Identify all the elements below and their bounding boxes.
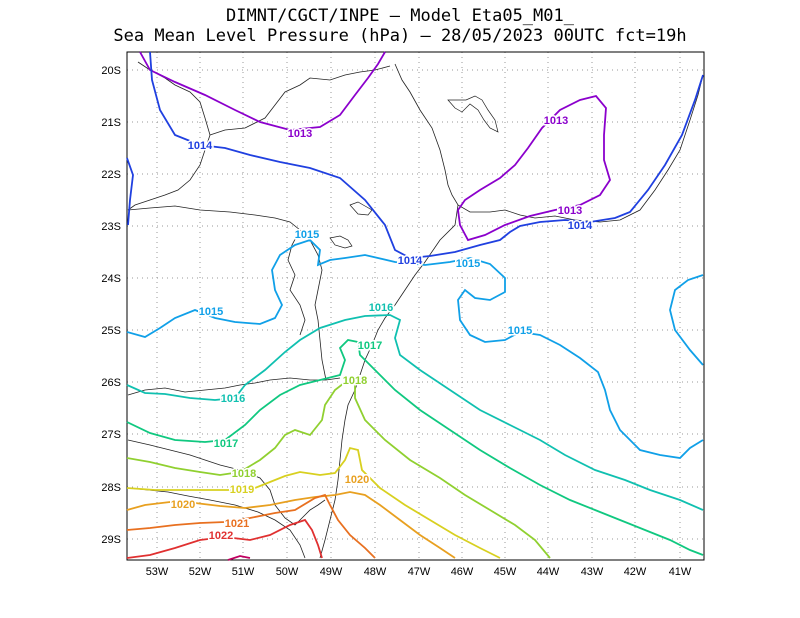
latitude-label: 20S <box>101 65 121 77</box>
longitude-label: 53W <box>146 566 169 578</box>
latitude-label: 28S <box>101 482 121 494</box>
isobar-label-1015: 1015 <box>295 229 319 241</box>
longitude-labels: 53W 52W 51W 50W 49W 48W 47W 46W 45W 44W 43W 42W 41W <box>146 566 692 578</box>
isobar-label-1014: 1014 <box>398 255 423 267</box>
map-frame <box>126 51 705 561</box>
isobar-label-1017: 1017 <box>214 438 238 450</box>
latitude-label: 23S <box>101 221 121 233</box>
latitude-label: 25S <box>101 325 121 337</box>
isobar-label-1015: 1015 <box>456 258 480 270</box>
longitude-label: 51W <box>232 566 255 578</box>
isobars <box>126 51 704 561</box>
isobar-label-1015: 1015 <box>508 325 532 337</box>
longitude-label: 45W <box>494 566 517 578</box>
isobar-label-1016: 1016 <box>369 302 393 314</box>
isobar-label-1020: 1020 <box>345 474 369 486</box>
isobar-label-1013: 1013 <box>558 205 582 217</box>
isobar-label-1022: 1022 <box>209 530 233 542</box>
isobar-label-1019: 1019 <box>230 484 254 496</box>
latitude-labels: 20S 21S 22S 23S 24S 25S 26S 27S 28S 29S <box>101 65 121 546</box>
isobar-1015-east <box>669 274 704 366</box>
isobar-labels: 1013 1013 1013 1014 1014 1014 1015 1015 1015 1015… <box>169 114 594 544</box>
latitude-label: 26S <box>101 377 121 389</box>
latitude-label: 21S <box>101 117 121 129</box>
coastline <box>127 61 704 559</box>
isobar-1019 <box>126 446 501 559</box>
longitude-label: 41W <box>669 566 692 578</box>
isobar-1015-main <box>126 238 704 459</box>
isobar-label-1021: 1021 <box>225 518 249 530</box>
latitude-label: 24S <box>101 273 121 285</box>
longitude-label: 46W <box>451 566 474 578</box>
map-title-line2: Sea Mean Level Pressure (hPa) – 28/05/20… <box>113 26 687 46</box>
longitude-label: 47W <box>408 566 431 578</box>
isobar-label-1018: 1018 <box>343 375 367 387</box>
longitude-label: 49W <box>320 566 343 578</box>
isobar-1013-east <box>457 94 611 242</box>
longitude-label: 42W <box>624 566 647 578</box>
isobar-1022 <box>126 518 323 559</box>
latitude-label: 27S <box>101 429 121 441</box>
longitude-label: 44W <box>537 566 560 578</box>
isobar-1016 <box>126 314 704 511</box>
isobar-1020 <box>126 491 456 559</box>
map-title-line1: DIMNT/CGCT/INPE – Model Eta05_M01_ <box>226 6 574 26</box>
isobar-1014-west <box>149 51 704 259</box>
isobar-label-1014: 1014 <box>568 220 593 232</box>
isobar-label-1013: 1013 <box>544 115 568 127</box>
isobar-1014-left <box>126 157 134 226</box>
latitude-label: 22S <box>101 169 121 181</box>
isobar-label-1020: 1020 <box>171 499 195 511</box>
longitude-label: 52W <box>189 566 212 578</box>
isobar-label-1015: 1015 <box>199 306 223 318</box>
isobar-label-1016: 1016 <box>221 393 245 405</box>
latitude-label: 29S <box>101 534 121 546</box>
isobar-label-1013: 1013 <box>288 128 312 140</box>
isobar-1023 <box>227 555 251 561</box>
isobar-1018 <box>126 379 551 559</box>
isobar-1013-west <box>139 51 386 131</box>
longitude-label: 48W <box>364 566 387 578</box>
isobar-1017 <box>126 339 704 556</box>
isobar-1021 <box>126 493 376 559</box>
isobar-label-1014: 1014 <box>188 140 213 152</box>
longitude-label: 43W <box>581 566 604 578</box>
isobar-label-1017: 1017 <box>358 340 382 352</box>
longitude-label: 50W <box>276 566 299 578</box>
isobar-label-1018: 1018 <box>232 468 256 480</box>
